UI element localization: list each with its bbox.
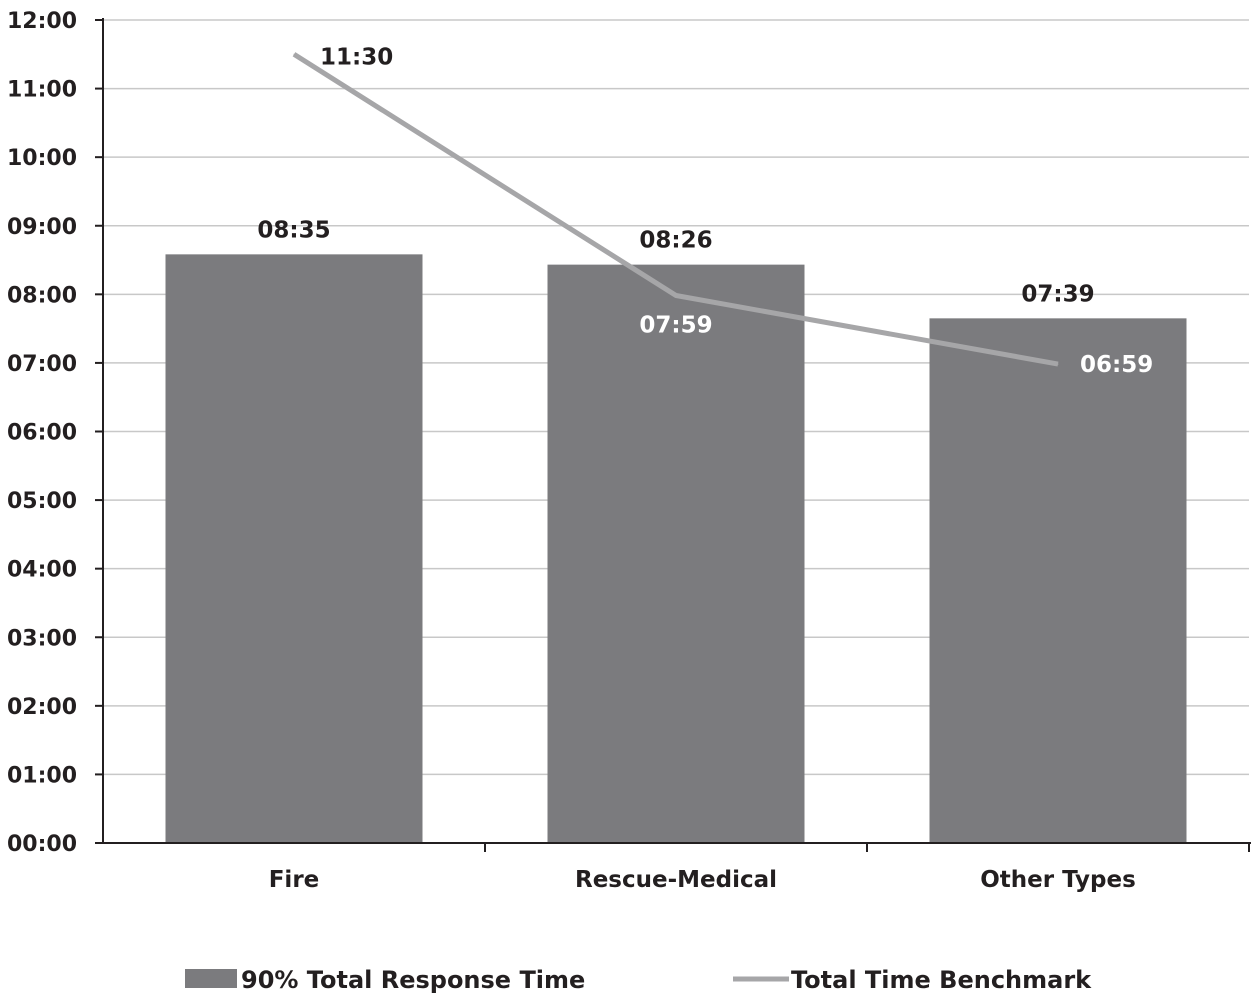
y-tick-label: 08:00 xyxy=(7,283,77,308)
y-tick-label: 01:00 xyxy=(7,763,77,788)
line-data-label: 06:59 xyxy=(1080,352,1153,378)
x-category-label: Rescue-Medical xyxy=(575,867,777,893)
bar-data-label: 08:35 xyxy=(257,217,330,243)
line-series xyxy=(292,52,1059,367)
bar xyxy=(547,264,805,844)
bar-data-label: 08:26 xyxy=(639,228,712,254)
line-point xyxy=(675,294,677,296)
x-category-label: Other Types xyxy=(980,867,1136,893)
y-tick-label: 03:00 xyxy=(7,626,77,651)
bar xyxy=(929,318,1187,843)
y-tick-label: 07:00 xyxy=(7,352,77,377)
bar-series xyxy=(165,254,1187,844)
legend-swatch-bar xyxy=(185,969,237,988)
data-labels: 08:35 08:26 07:39 11:30 07:59 06:59 xyxy=(257,44,1153,378)
y-tick-label: 09:00 xyxy=(7,215,77,240)
legend-label: Total Time Benchmark xyxy=(791,966,1092,994)
legend: 90% Total Response Time Total Time Benchm… xyxy=(185,966,1092,994)
legend-label: 90% Total Response Time xyxy=(241,966,585,994)
bar-data-label: 07:39 xyxy=(1021,281,1094,307)
y-tick-label: 12:00 xyxy=(7,9,77,34)
line-data-label: 07:59 xyxy=(639,312,712,338)
x-category-label: Fire xyxy=(269,867,320,893)
y-tick-label: 05:00 xyxy=(7,489,77,514)
y-tick-label: 00:00 xyxy=(7,832,77,857)
line-point xyxy=(293,53,295,55)
x-axis-ticks: Fire Rescue-Medical Other Types xyxy=(269,843,1250,893)
line-point xyxy=(1057,363,1059,365)
y-tick-label: 04:00 xyxy=(7,558,77,583)
line-data-label: 11:30 xyxy=(320,44,393,70)
y-tick-label: 02:00 xyxy=(7,695,77,720)
bar xyxy=(165,254,423,843)
y-tick-label: 06:00 xyxy=(7,421,77,446)
y-tick-label: 11:00 xyxy=(7,78,77,103)
y-axis-ticks: 00:00 01:00 02:00 03:00 04:00 05:00 06:00 07:00… xyxy=(7,9,103,857)
y-tick-label: 10:00 xyxy=(7,146,77,171)
